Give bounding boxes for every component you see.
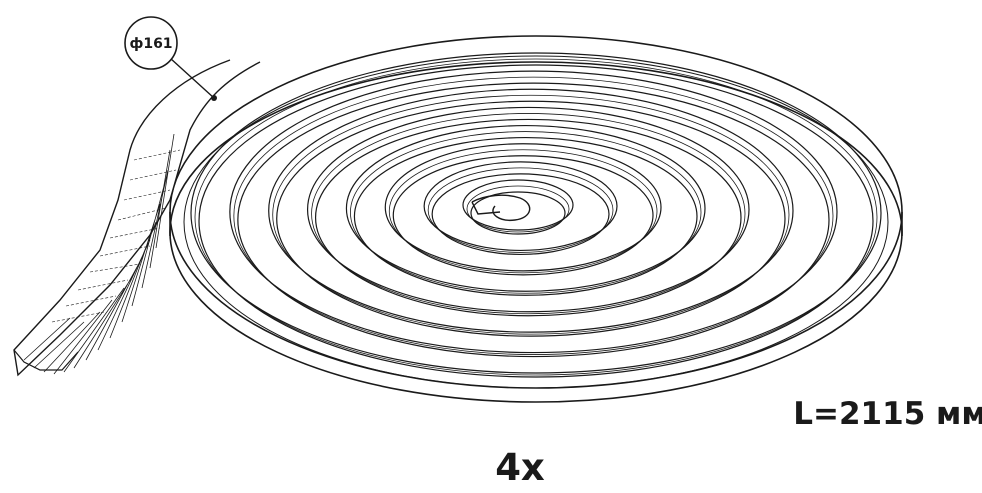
spiral-turn-line: [466, 185, 570, 233]
spiral-turn-line: [276, 100, 786, 337]
spiral-turn-line: [470, 191, 566, 235]
spiral-turn-line: [233, 76, 834, 355]
spiral-turn-line: [345, 124, 706, 292]
spiral-turn-line: [268, 88, 794, 333]
quantity-label: 4x: [495, 446, 545, 488]
part-callout: ф161: [124, 16, 217, 101]
spiral-turn-line: [431, 173, 610, 256]
spiral-turn-line: [388, 149, 658, 274]
callout-text: ф161: [129, 36, 172, 52]
spiral-turn-line: [384, 143, 662, 272]
spiral-turn-line: [427, 167, 614, 253]
spiral-turn-line: [314, 118, 742, 317]
spiral-turn-line: [190, 52, 882, 374]
seal-strip-free-end: [13, 59, 261, 377]
spiral-turn-line: [198, 64, 874, 378]
spiral-turn-line: [272, 94, 790, 335]
spiral-turn-line: [462, 179, 574, 231]
spiral-turn-line: [353, 136, 698, 296]
callout-leader-line: [169, 57, 215, 99]
spiral-turn-line: [350, 131, 702, 294]
length-label: L=2115 мм: [793, 396, 982, 432]
coil-inner-tip: [471, 194, 531, 221]
spiral-turn-line: [423, 161, 618, 252]
callout-leader-dot: [211, 95, 217, 101]
spiral-turn-line: [237, 82, 830, 358]
spiral-turn-line: [311, 113, 746, 315]
spiral-turn-line: [392, 155, 654, 276]
spiral-turn-line: [306, 106, 750, 313]
spiral-turn-line: [194, 58, 878, 376]
spiral-turn-line: [229, 70, 838, 354]
callout-circle: [124, 16, 178, 70]
coil-spiral-turns: [190, 52, 882, 378]
